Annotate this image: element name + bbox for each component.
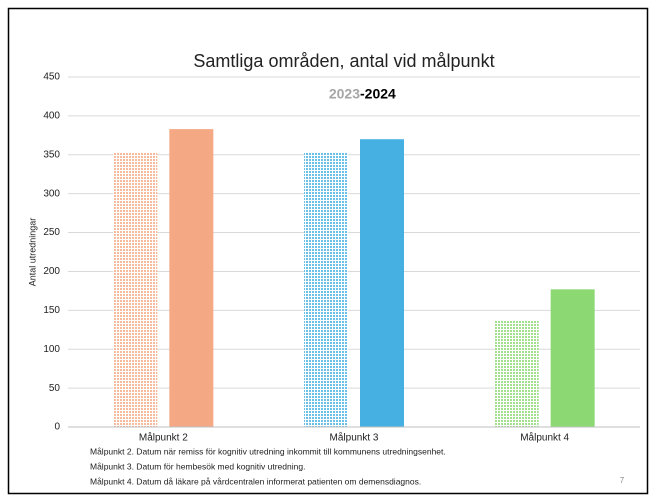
y-tick-label: 50	[49, 383, 61, 394]
footnote: Målpunkt 3. Datum för hembesök med kogni…	[90, 461, 305, 471]
x-tick-label: Målpunkt 2	[139, 432, 188, 444]
bar	[360, 139, 404, 427]
y-tick-label: 200	[43, 266, 60, 277]
y-tick-label: 400	[43, 111, 60, 122]
x-tick-label: Målpunkt 4	[520, 432, 569, 444]
y-tick-label: 300	[43, 188, 60, 199]
bar	[169, 129, 214, 427]
y-tick-label: 350	[43, 149, 60, 160]
x-tick-label: Målpunkt 3	[330, 432, 379, 444]
bar	[494, 320, 539, 427]
y-tick-label: 450	[43, 72, 60, 83]
footnote: Målpunkt 2. Datum när remiss för kogniti…	[90, 446, 446, 456]
subtitle-part: -2024	[360, 86, 396, 102]
footnote: Målpunkt 4. Datum då läkare på vårdcentr…	[90, 476, 421, 486]
chart-title: Samtliga områden, antal vid målpunkt	[193, 51, 494, 71]
subtitle-part: 2023	[329, 86, 360, 102]
y-tick-label: 250	[43, 227, 60, 238]
bar	[113, 152, 158, 427]
y-axis-label: Antal utredningar	[27, 218, 37, 287]
page-number: 7	[620, 476, 625, 485]
bar	[304, 152, 348, 427]
y-tick-label: 0	[54, 422, 60, 433]
y-tick-label: 100	[43, 344, 60, 355]
y-tick-label: 150	[43, 305, 60, 316]
bar	[550, 289, 595, 427]
